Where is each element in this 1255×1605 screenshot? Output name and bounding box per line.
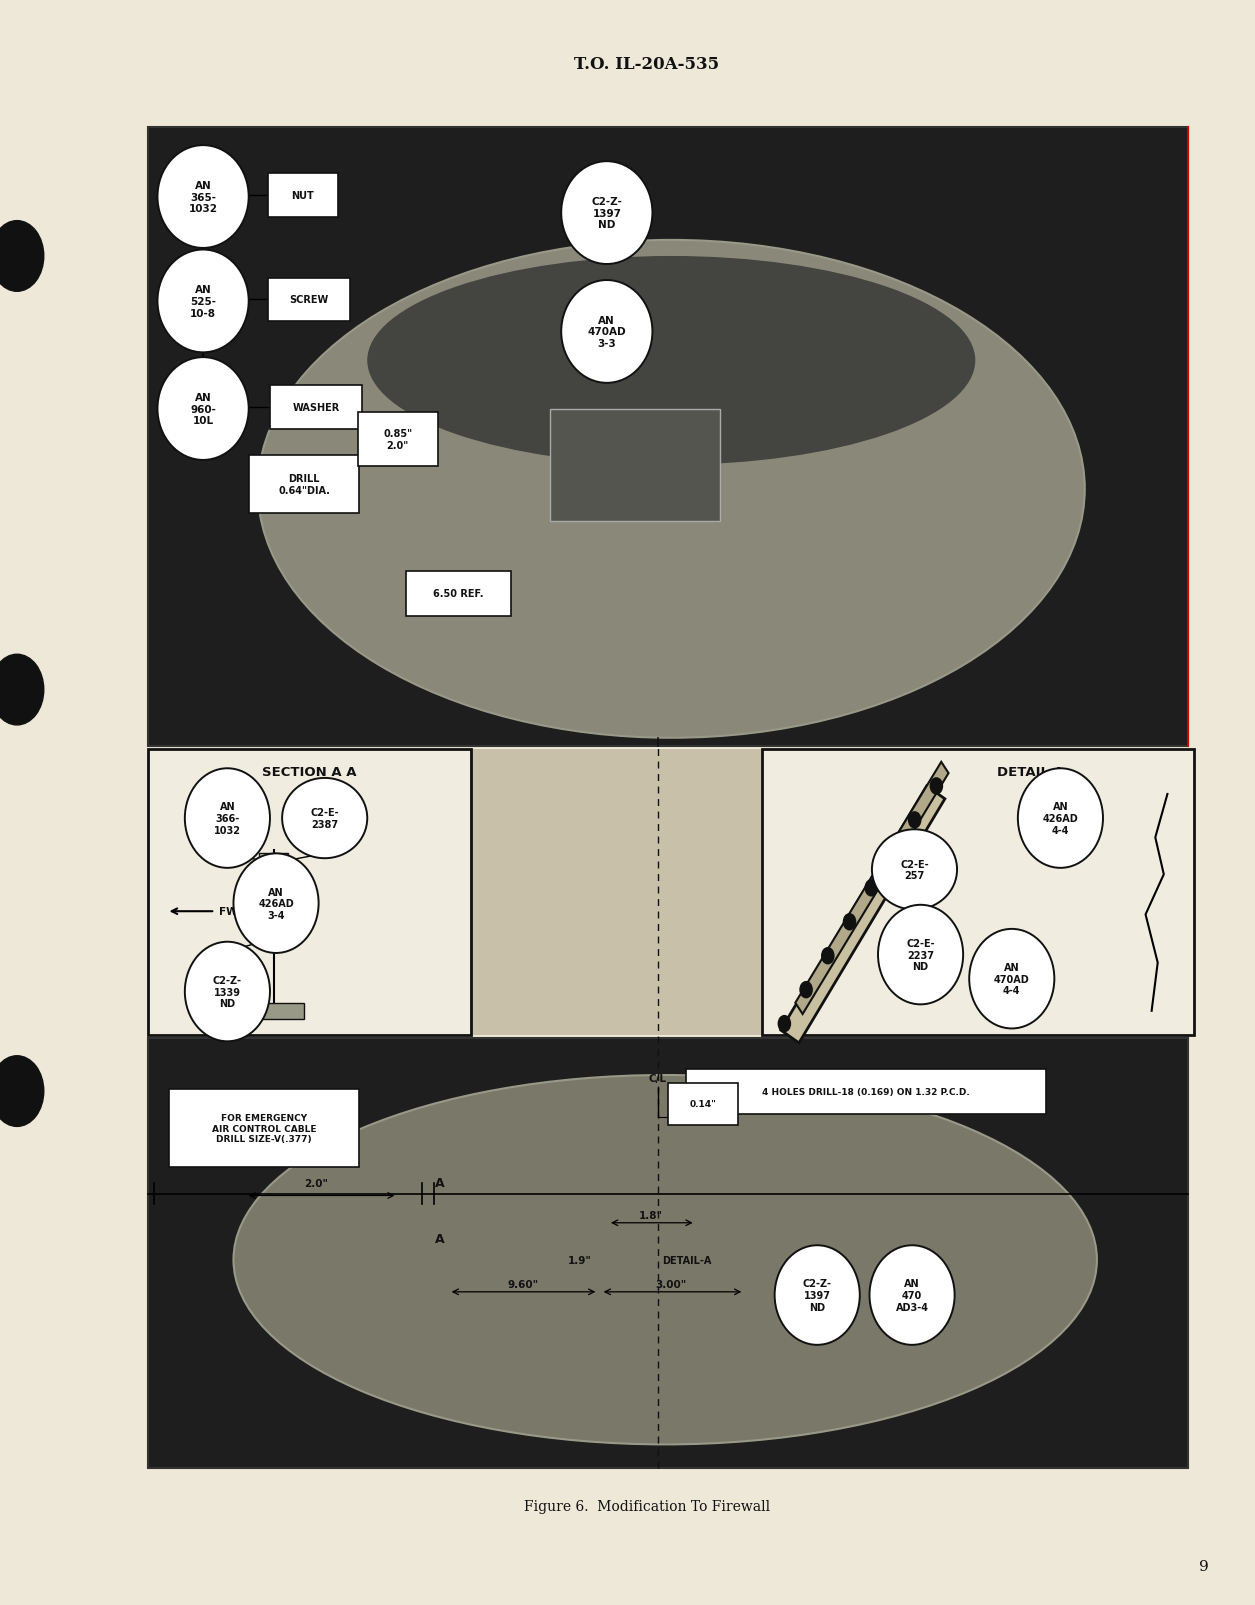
- Text: AN
470AD
3-3: AN 470AD 3-3: [587, 316, 626, 348]
- Text: DETAIL-A: DETAIL-A: [663, 1255, 712, 1265]
- Circle shape: [843, 915, 856, 931]
- Circle shape: [930, 778, 943, 794]
- FancyBboxPatch shape: [248, 456, 359, 514]
- FancyBboxPatch shape: [763, 750, 1195, 1035]
- Circle shape: [0, 1056, 44, 1127]
- Circle shape: [909, 812, 921, 828]
- Ellipse shape: [184, 942, 270, 1042]
- Text: T.O. IL-20A-535: T.O. IL-20A-535: [575, 56, 719, 74]
- Text: AN
960-
10L: AN 960- 10L: [191, 393, 216, 425]
- Ellipse shape: [969, 929, 1054, 1029]
- FancyBboxPatch shape: [148, 750, 471, 1035]
- Text: Figure 6.  Modification To Firewall: Figure 6. Modification To Firewall: [523, 1499, 771, 1514]
- Ellipse shape: [257, 241, 1084, 738]
- Ellipse shape: [872, 830, 958, 910]
- FancyBboxPatch shape: [259, 854, 289, 873]
- Text: C2-Z-
1397
ND: C2-Z- 1397 ND: [591, 197, 622, 230]
- Text: AN
470AD
4-4: AN 470AD 4-4: [994, 963, 1029, 995]
- Text: FWD.: FWD.: [218, 907, 250, 916]
- Ellipse shape: [282, 778, 368, 859]
- FancyBboxPatch shape: [148, 128, 1188, 746]
- Ellipse shape: [774, 1245, 860, 1345]
- FancyBboxPatch shape: [358, 412, 438, 467]
- Text: 0.85"
2.0": 0.85" 2.0": [383, 429, 412, 451]
- Text: AN
426AD
3-4: AN 426AD 3-4: [259, 888, 294, 920]
- FancyBboxPatch shape: [148, 750, 1188, 1035]
- FancyBboxPatch shape: [259, 905, 289, 924]
- Text: 4 HOLES DRILL-18 (0.169) ON 1.32 P.C.D.: 4 HOLES DRILL-18 (0.169) ON 1.32 P.C.D.: [762, 1087, 970, 1096]
- Text: SCREW: SCREW: [289, 295, 329, 305]
- Text: A: A: [435, 1176, 446, 1189]
- FancyBboxPatch shape: [407, 571, 511, 616]
- Text: 6.50 REF.: 6.50 REF.: [433, 589, 483, 599]
- Circle shape: [887, 846, 899, 862]
- Circle shape: [0, 655, 44, 725]
- Ellipse shape: [870, 1245, 955, 1345]
- Polygon shape: [781, 786, 945, 1043]
- FancyBboxPatch shape: [668, 1083, 738, 1125]
- FancyBboxPatch shape: [267, 278, 350, 321]
- Ellipse shape: [157, 250, 248, 353]
- Text: C2-E-
2237
ND: C2-E- 2237 ND: [906, 939, 935, 971]
- Text: A: A: [435, 1233, 446, 1245]
- Text: DRILL
0.64"DIA.: DRILL 0.64"DIA.: [279, 473, 330, 496]
- Ellipse shape: [184, 769, 270, 868]
- Text: AN
470
AD3-4: AN 470 AD3-4: [896, 1279, 929, 1311]
- Text: C2-Z-
1339
ND: C2-Z- 1339 ND: [213, 976, 242, 1008]
- Text: AN
365-
1032: AN 365- 1032: [188, 181, 217, 213]
- Text: C2-E-
257: C2-E- 257: [900, 859, 929, 881]
- Circle shape: [778, 1016, 791, 1032]
- Circle shape: [865, 880, 877, 896]
- Text: AN
366-
1032: AN 366- 1032: [213, 802, 241, 835]
- Text: 1.8": 1.8": [639, 1210, 663, 1220]
- Text: 9.60": 9.60": [507, 1279, 538, 1289]
- Ellipse shape: [368, 257, 975, 465]
- Polygon shape: [796, 762, 949, 1014]
- Text: 0.14": 0.14": [689, 1099, 717, 1109]
- Ellipse shape: [233, 854, 319, 953]
- Circle shape: [799, 982, 812, 998]
- Circle shape: [822, 949, 833, 965]
- FancyBboxPatch shape: [148, 1038, 1188, 1469]
- FancyBboxPatch shape: [243, 1003, 304, 1019]
- Text: C2-E-
2387: C2-E- 2387: [310, 807, 339, 830]
- Text: FOR EMERGENCY
AIR CONTROL CABLE
DRILL SIZE-V(.377): FOR EMERGENCY AIR CONTROL CABLE DRILL SI…: [212, 1114, 316, 1143]
- Circle shape: [0, 221, 44, 292]
- Ellipse shape: [878, 905, 963, 1005]
- FancyBboxPatch shape: [270, 385, 363, 429]
- Ellipse shape: [561, 281, 653, 384]
- Text: SECTION A A: SECTION A A: [262, 766, 356, 778]
- Text: AN
426AD
4-4: AN 426AD 4-4: [1043, 802, 1078, 835]
- FancyBboxPatch shape: [550, 409, 720, 522]
- Text: C2-Z-
1397
ND: C2-Z- 1397 ND: [803, 1279, 832, 1311]
- Ellipse shape: [157, 146, 248, 249]
- Text: WASHER: WASHER: [292, 403, 340, 412]
- Text: AN
525-
10-8: AN 525- 10-8: [190, 286, 216, 318]
- Ellipse shape: [561, 162, 653, 265]
- Text: NUT: NUT: [291, 191, 314, 201]
- Text: 1.9": 1.9": [569, 1255, 592, 1265]
- FancyBboxPatch shape: [259, 876, 289, 896]
- Text: 2.0": 2.0": [304, 1178, 328, 1188]
- FancyBboxPatch shape: [267, 173, 338, 217]
- Text: C/L: C/L: [649, 1074, 666, 1083]
- Ellipse shape: [233, 1075, 1097, 1444]
- Ellipse shape: [157, 358, 248, 461]
- Text: DETAIL A: DETAIL A: [996, 766, 1063, 778]
- Ellipse shape: [1018, 769, 1103, 868]
- Text: 3.00": 3.00": [655, 1279, 686, 1289]
- FancyBboxPatch shape: [169, 1090, 359, 1167]
- Text: 9: 9: [1199, 1558, 1209, 1573]
- FancyBboxPatch shape: [686, 1069, 1045, 1114]
